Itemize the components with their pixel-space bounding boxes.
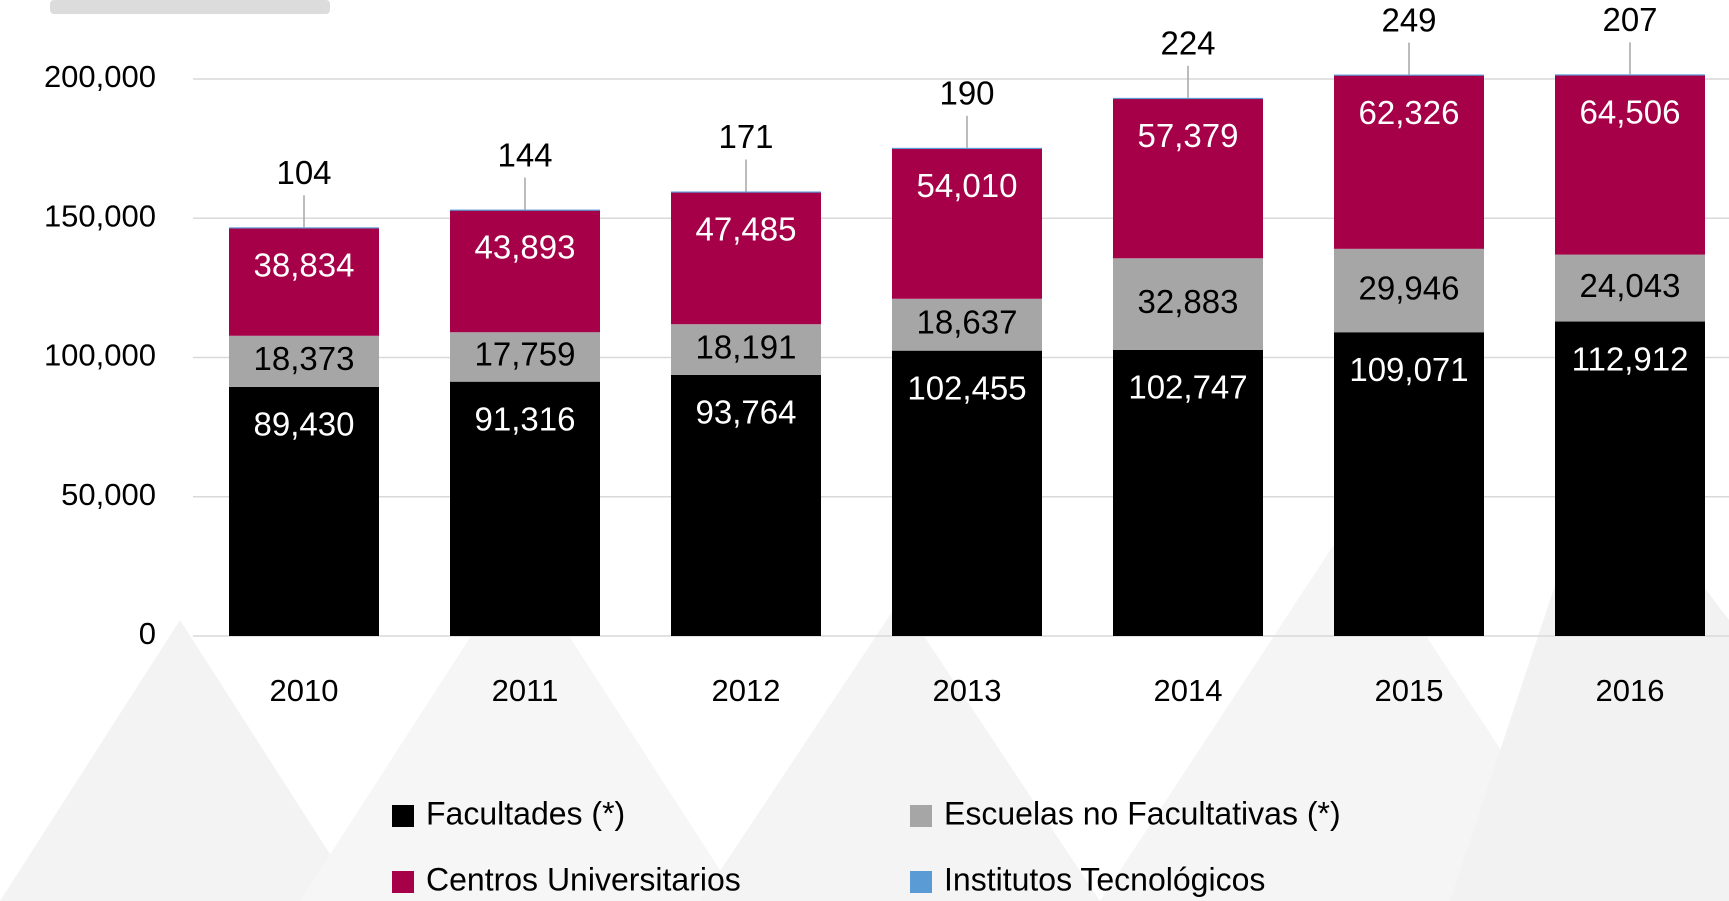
legend-label: Institutos Tecnológicos [944,861,1265,897]
bar-segment [671,324,821,375]
bar-segment [1113,258,1263,350]
legend-label: Facultades (*) [426,795,625,831]
data-label: 64,506 [1580,94,1681,131]
bar-segment [1555,321,1705,636]
bar-segment [450,209,600,333]
data-label: 207 [1602,1,1657,38]
data-label: 18,637 [917,303,1018,340]
data-label: 112,912 [1572,340,1689,377]
x-tick-label: 2016 [1596,673,1665,708]
x-tick-label: 2013 [933,673,1002,708]
bar-segment [1555,74,1705,76]
data-label: 224 [1160,25,1215,62]
legend-swatch [910,805,932,827]
bar-segment [229,386,379,636]
x-tick-label: 2015 [1375,673,1444,708]
bar-segment [671,191,821,193]
bar-segment [229,227,379,336]
bar-segment [892,147,1042,150]
data-label: 104 [276,154,331,191]
data-label: 17,759 [475,336,576,373]
bar-segment [892,350,1042,636]
y-tick-label: 0 [139,616,156,651]
y-tick-label: 150,000 [44,198,156,233]
data-label: 62,326 [1359,94,1460,131]
bar-segment [1334,75,1484,249]
data-label: 89,430 [254,406,355,443]
bar-segment [1555,254,1705,322]
data-label: 43,893 [475,229,576,266]
data-label: 171 [718,118,773,155]
bar-segment [1334,332,1484,636]
data-label: 144 [497,136,552,173]
bar-segment [892,298,1042,351]
bar-segment [1334,74,1484,76]
x-tick-label: 2011 [492,673,559,708]
legend-swatch [392,871,414,893]
data-label: 249 [1381,1,1436,38]
bar-segment [1334,248,1484,333]
y-tick-label: 100,000 [44,338,156,373]
data-label: 24,043 [1580,267,1681,304]
bar-segment [229,227,379,229]
y-tick-label: 50,000 [61,477,156,512]
data-label: 29,946 [1359,269,1460,306]
data-label: 18,191 [696,328,797,365]
data-label: 91,316 [475,400,576,437]
data-label: 54,010 [917,167,1018,204]
x-tick-label: 2012 [712,673,781,708]
x-tick-label: 2014 [1154,673,1223,708]
bar-segment [1113,97,1263,100]
data-label: 18,373 [254,340,355,377]
bar-segment [450,209,600,211]
bar-segment [1113,98,1263,259]
data-label: 102,455 [907,369,1026,406]
bar-segment [671,191,821,325]
data-label: 190 [939,75,994,112]
bar-segment [892,148,1042,299]
data-label: 102,747 [1128,369,1247,406]
data-label: 93,764 [696,394,797,431]
data-label: 32,883 [1138,283,1239,320]
bar-segment [229,335,379,387]
bar-segment [1555,74,1705,255]
legend-label: Escuelas no Facultativas (*) [944,795,1341,831]
bar-segment [450,381,600,636]
y-tick-label: 200,000 [44,59,156,94]
x-tick-label: 2010 [270,673,339,708]
bar-segment [1113,349,1263,636]
legend-swatch [910,871,932,893]
legend-label: Centros Universitarios [426,861,741,897]
data-label: 47,485 [696,211,797,248]
data-label: 57,379 [1138,117,1239,154]
data-label: 109,071 [1349,351,1468,388]
bar-segment [671,374,821,636]
legend-swatch [392,805,414,827]
data-label: 38,834 [254,246,355,283]
bar-segment [450,332,600,382]
